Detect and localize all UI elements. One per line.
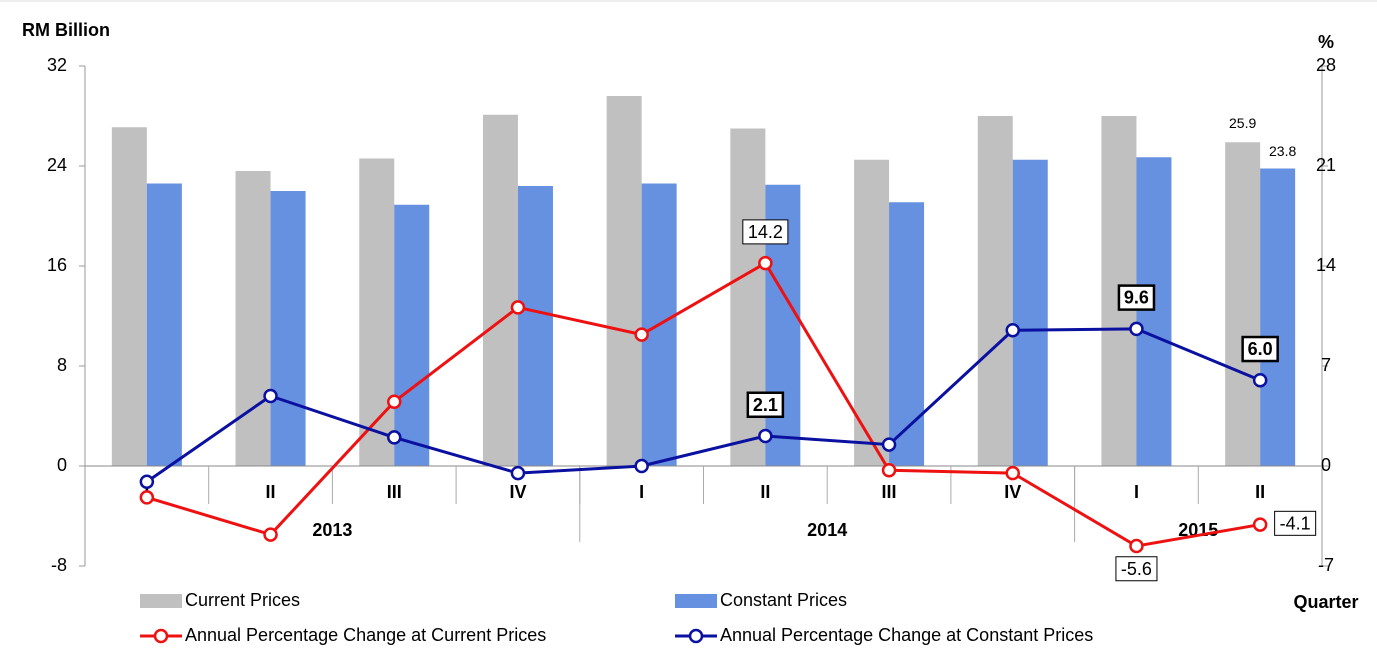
y2-tick-label: -7 bbox=[1318, 555, 1334, 575]
line-point bbox=[139, 474, 155, 489]
y-tick-label: 32 bbox=[47, 55, 67, 75]
line-point bbox=[510, 300, 526, 315]
y-tick-label: 24 bbox=[47, 155, 67, 175]
line-value-label: -5.6 bbox=[1121, 559, 1152, 579]
label-box bbox=[1117, 284, 1156, 311]
line-point bbox=[881, 463, 897, 478]
y2-tick-label: 21 bbox=[1316, 155, 1336, 175]
y-tick-label: -8 bbox=[51, 555, 67, 575]
line-point bbox=[1252, 373, 1268, 388]
line-point bbox=[387, 394, 402, 409]
bar bbox=[270, 191, 306, 466]
line-value-label: -4.1 bbox=[1280, 513, 1311, 533]
line-value-label: 6.0 bbox=[1248, 339, 1273, 359]
y2-tick-label: 0 bbox=[1321, 455, 1331, 475]
legend-label: Current Prices bbox=[185, 590, 300, 610]
line-point bbox=[1129, 538, 1144, 554]
label-box bbox=[1274, 510, 1317, 536]
bar bbox=[889, 202, 925, 466]
bar bbox=[1260, 168, 1296, 466]
y2-tick-label: 28 bbox=[1316, 55, 1336, 75]
bar bbox=[111, 127, 147, 466]
bar bbox=[146, 183, 182, 466]
line-point bbox=[1252, 517, 1268, 532]
y-axis-label: RM Billion bbox=[22, 20, 110, 40]
y2-axis-label: % bbox=[1318, 32, 1334, 52]
line-point bbox=[263, 388, 278, 404]
bar bbox=[1136, 157, 1172, 466]
legend-label: Annual Percentage Change at Current Pric… bbox=[185, 625, 546, 645]
line-value-label: 14.2 bbox=[748, 222, 783, 242]
label-box bbox=[1115, 556, 1158, 582]
line-point bbox=[510, 465, 526, 481]
bar bbox=[977, 116, 1013, 466]
legend-swatch bbox=[675, 594, 717, 608]
bar bbox=[854, 159, 890, 466]
y2-tick-label: 7 bbox=[1321, 355, 1331, 375]
x-axis-label: Quarter bbox=[1293, 592, 1358, 612]
line-point bbox=[1005, 323, 1020, 338]
line-point bbox=[139, 490, 155, 505]
label-box bbox=[746, 391, 785, 418]
x-tick-label: II bbox=[760, 482, 770, 502]
legend-label: Constant Prices bbox=[720, 590, 847, 610]
x-tick-label: III bbox=[882, 482, 897, 502]
line-point bbox=[387, 430, 402, 445]
bar bbox=[235, 171, 271, 466]
label-box bbox=[742, 219, 789, 245]
line-series bbox=[146, 261, 1261, 548]
y2-tick-label: 14 bbox=[1316, 255, 1336, 275]
line-value-label: 9.6 bbox=[1124, 288, 1149, 308]
bar bbox=[1012, 159, 1048, 466]
line-series bbox=[145, 327, 1261, 483]
y-tick-label: 8 bbox=[57, 355, 67, 375]
line-point bbox=[1005, 465, 1020, 481]
bar bbox=[482, 114, 518, 466]
legend-swatch bbox=[140, 594, 182, 608]
legend-marker bbox=[153, 628, 169, 644]
line-point bbox=[881, 437, 897, 452]
line-point bbox=[758, 428, 773, 444]
bar bbox=[517, 186, 553, 466]
year-label: 2013 bbox=[312, 520, 352, 540]
label-box bbox=[1241, 335, 1279, 363]
y-tick-label: 0 bbox=[57, 455, 67, 475]
bar-value-label: 25.9 bbox=[1229, 115, 1256, 131]
x-tick-label: II bbox=[1255, 482, 1265, 502]
x-tick-label: III bbox=[387, 482, 402, 502]
x-tick-label: I bbox=[639, 482, 644, 502]
line-point bbox=[1129, 321, 1144, 337]
line-point bbox=[263, 527, 278, 542]
bar bbox=[606, 96, 642, 466]
bar bbox=[394, 204, 430, 466]
line-value-label: 2.1 bbox=[753, 395, 778, 415]
y-tick-label: 16 bbox=[47, 255, 67, 275]
legend-label: Annual Percentage Change at Constant Pri… bbox=[720, 625, 1093, 645]
bar bbox=[1225, 142, 1261, 466]
line-point bbox=[634, 327, 649, 342]
legend-marker bbox=[688, 628, 704, 644]
x-tick-label: I bbox=[1134, 482, 1139, 502]
x-tick-label: IV bbox=[1004, 482, 1021, 502]
x-tick-label: II bbox=[266, 482, 276, 502]
bar bbox=[359, 158, 395, 466]
x-tick-label: IV bbox=[509, 482, 526, 502]
year-label: 2014 bbox=[807, 520, 847, 540]
line-point bbox=[758, 255, 773, 271]
bar-value-label: 23.8 bbox=[1269, 143, 1296, 159]
line-point bbox=[634, 458, 649, 474]
